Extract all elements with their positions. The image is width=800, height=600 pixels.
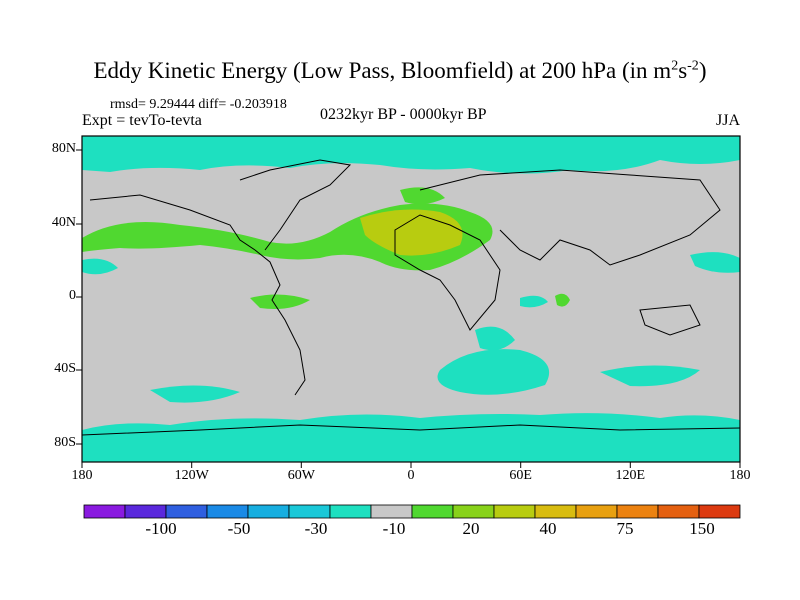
plot-title: Eddy Kinetic Energy (Low Pass, Bloomfiel… — [93, 58, 707, 83]
coastlines — [82, 159, 740, 436]
pacific-teal-west — [82, 258, 118, 275]
lon-label-0: 0 — [407, 468, 415, 483]
colorbar-label: 20 — [462, 519, 480, 538]
colorbar-swatch — [575, 504, 618, 519]
colorbar-swatch — [206, 504, 249, 519]
south-indian-teal — [600, 365, 700, 387]
lon-label-60w: 60W — [287, 468, 315, 483]
stats-label: rmsd= 9.29444 diff= -0.203918 — [110, 97, 287, 112]
south-atlantic-teal — [437, 349, 550, 395]
colorbar-swatch — [698, 504, 741, 519]
colorbar-label: -30 — [304, 519, 328, 538]
axis-ticks — [76, 149, 741, 468]
europe-green — [400, 187, 445, 205]
lon-label-120e: 120E — [615, 468, 646, 483]
indian-green — [555, 293, 570, 307]
colorbar — [83, 504, 741, 519]
season-label: JJA — [716, 112, 741, 129]
lat-label-80s: 80S — [54, 435, 76, 450]
lon-label-120w: 120W — [174, 468, 209, 483]
lon-label-60e: 60E — [509, 468, 532, 483]
lon-label-180w: 180 — [71, 468, 93, 483]
colorbar-swatch — [370, 504, 413, 519]
arctic-teal-region — [82, 136, 740, 174]
colorbar-swatch — [124, 504, 167, 519]
experiment-label: Expt = tevTo-tevta — [82, 112, 202, 129]
colorbar-swatch — [452, 504, 495, 519]
colorbar-label: 40 — [539, 519, 557, 538]
lat-label-eq: 0 — [69, 288, 76, 303]
colorbar-swatch — [288, 504, 331, 519]
colorbar-swatch — [83, 504, 126, 519]
pacific-teal-east — [690, 252, 740, 273]
map-background — [82, 136, 740, 462]
colorbar-label: -100 — [145, 519, 177, 538]
lat-label-40s: 40S — [54, 361, 76, 376]
lat-label-80n: 80N — [51, 141, 76, 156]
colorbar-swatch — [329, 504, 372, 519]
map-field — [82, 136, 740, 462]
colorbar-swatch — [657, 504, 700, 519]
colorbar-swatch — [165, 504, 208, 519]
period-label: 0232kyr BP - 0000kyr BP — [320, 106, 487, 123]
colorbar-swatch — [411, 504, 454, 519]
colorbar-swatch — [534, 504, 577, 519]
south-africa-teal — [475, 326, 515, 351]
atlantic-green — [250, 294, 310, 309]
indian-teal — [520, 295, 548, 308]
colorbar-label: -50 — [227, 519, 251, 538]
colorbar-swatch — [493, 504, 536, 519]
south-pacific-teal — [150, 385, 240, 403]
lon-label-180e: 180 — [729, 468, 751, 483]
lat-label-40n: 40N — [51, 215, 76, 230]
colorbar-label: 150 — [689, 519, 715, 538]
colorbar-label: 75 — [616, 519, 634, 538]
antarctic-teal-region — [82, 413, 740, 462]
colorbar-swatch — [616, 504, 659, 519]
colorbar-swatch — [247, 504, 290, 519]
colorbar-label: -10 — [382, 519, 406, 538]
